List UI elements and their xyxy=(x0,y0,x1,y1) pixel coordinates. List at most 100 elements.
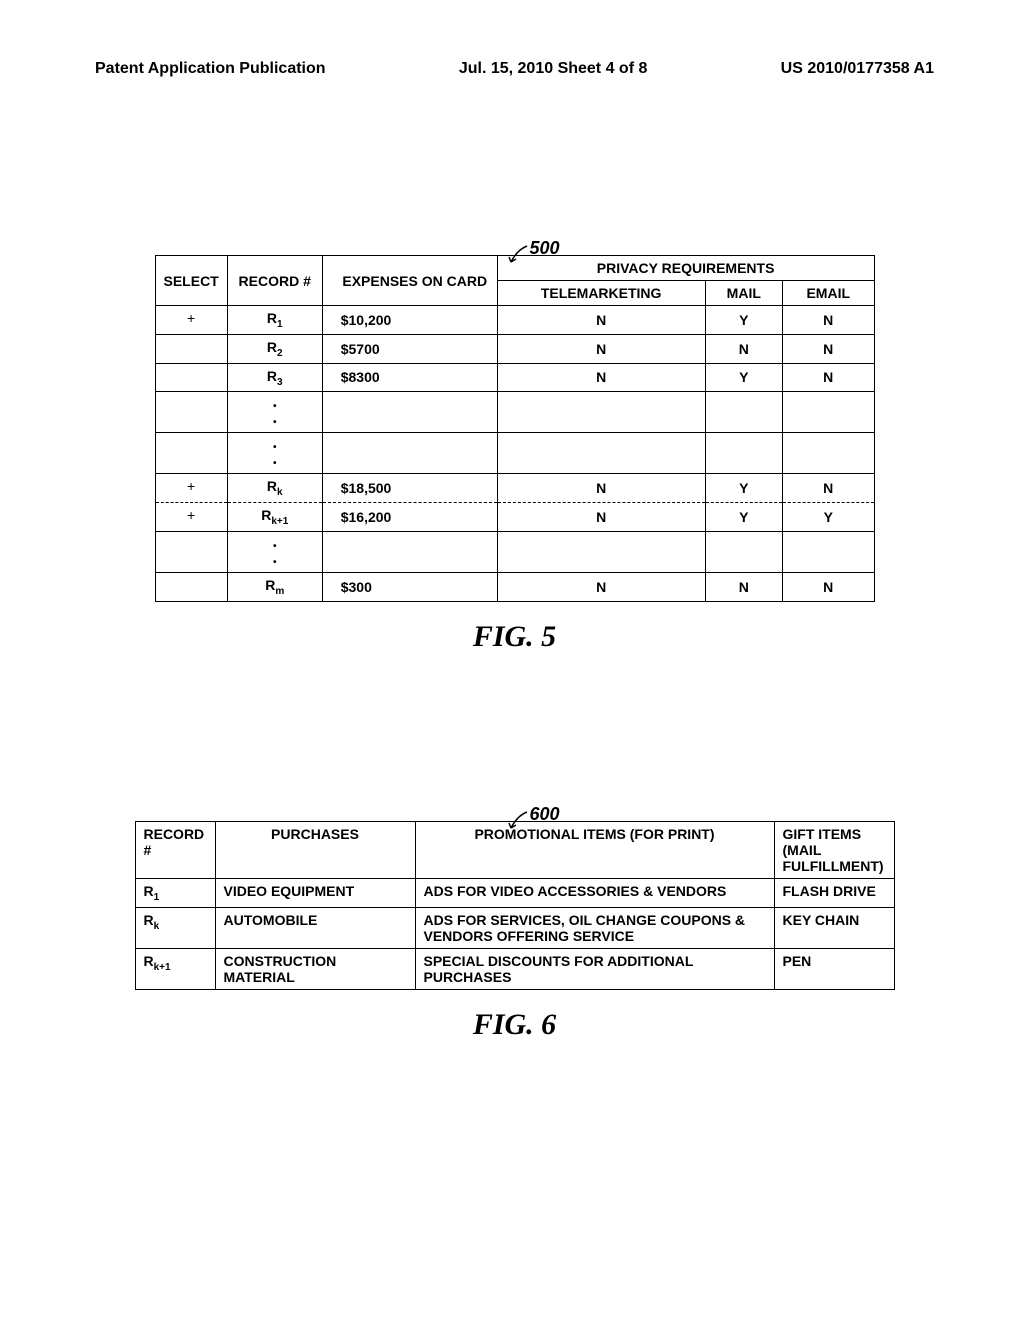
header-left: Patent Application Publication xyxy=(95,60,326,78)
cell-email xyxy=(782,433,874,474)
table-row: R1VIDEO EQUIPMENTADS FOR VIDEO ACCESSORI… xyxy=(135,878,894,907)
cell-expenses xyxy=(322,392,497,433)
cell-select xyxy=(155,531,227,572)
cell-mail: Y xyxy=(705,474,782,503)
cell-record: R3 xyxy=(227,363,322,392)
cell-telemarketing: N xyxy=(497,334,705,363)
cell-mail: Y xyxy=(705,306,782,335)
cell-mail xyxy=(705,531,782,572)
cell-select: + xyxy=(155,306,227,335)
fig5-ref-text: 500 xyxy=(529,238,559,258)
col-gift: GIFT ITEMS (MAIL FULFILLMENT) xyxy=(774,821,894,878)
cell-purchases: AUTOMOBILE xyxy=(215,907,415,948)
cell-expenses: $18,500 xyxy=(322,474,497,503)
cell-mail: Y xyxy=(705,363,782,392)
cell-telemarketing xyxy=(497,392,705,433)
cell-record: Rm xyxy=(227,572,322,601)
cell-record: Rk+1 xyxy=(135,948,215,989)
cell-select xyxy=(155,334,227,363)
col-expenses: EXPENSES ON CARD xyxy=(322,256,497,306)
cell-expenses: $300 xyxy=(322,572,497,601)
cell-record: R1 xyxy=(135,878,215,907)
cell-telemarketing xyxy=(497,531,705,572)
col-telemarketing: TELEMARKETING xyxy=(497,281,705,306)
col-record: RECORD # xyxy=(227,256,322,306)
cell-select xyxy=(155,392,227,433)
cell-gift: FLASH DRIVE xyxy=(774,878,894,907)
cell-expenses: $5700 xyxy=(322,334,497,363)
cell-email: Y xyxy=(782,503,874,532)
col-email: EMAIL xyxy=(782,281,874,306)
cell-email xyxy=(782,531,874,572)
col-privacy: PRIVACY REQUIREMENTS xyxy=(497,256,874,281)
table-500: SELECT RECORD # EXPENSES ON CARD PRIVACY… xyxy=(155,255,875,602)
fig5-caption: FIG. 5 xyxy=(95,620,934,654)
col-mail: MAIL xyxy=(705,281,782,306)
col-select: SELECT xyxy=(155,256,227,306)
table-row: •• xyxy=(155,531,874,572)
cell-record: •• xyxy=(227,531,322,572)
cell-gift: PEN xyxy=(774,948,894,989)
cell-telemarketing: N xyxy=(497,474,705,503)
cell-purchases: VIDEO EQUIPMENT xyxy=(215,878,415,907)
cell-expenses: $16,200 xyxy=(322,503,497,532)
cell-record: Rk xyxy=(135,907,215,948)
cell-record: •• xyxy=(227,433,322,474)
cell-expenses xyxy=(322,531,497,572)
cell-email xyxy=(782,392,874,433)
table-row: +Rk$18,500NYN xyxy=(155,474,874,503)
spacer xyxy=(95,654,934,804)
table-row: RkAUTOMOBILEADS FOR SERVICES, OIL CHANGE… xyxy=(135,907,894,948)
fig6-ref-text: 600 xyxy=(529,804,559,824)
fig5-ref-number: 500 xyxy=(529,238,559,259)
fig6-caption: FIG. 6 xyxy=(95,1008,934,1042)
cell-purchases: CONSTRUCTION MATERIAL xyxy=(215,948,415,989)
cell-telemarketing xyxy=(497,433,705,474)
cell-telemarketing: N xyxy=(497,306,705,335)
table-row: R2$5700NNN xyxy=(155,334,874,363)
patent-page: Patent Application Publication Jul. 15, … xyxy=(0,0,1024,1320)
table-row: Rm$300NNN xyxy=(155,572,874,601)
cell-record: •• xyxy=(227,392,322,433)
cell-expenses: $8300 xyxy=(322,363,497,392)
cell-expenses xyxy=(322,433,497,474)
cell-mail: Y xyxy=(705,503,782,532)
cell-expenses: $10,200 xyxy=(322,306,497,335)
cell-select xyxy=(155,433,227,474)
cell-mail: N xyxy=(705,334,782,363)
cell-email: N xyxy=(782,363,874,392)
col-record-600: RECORD # xyxy=(135,821,215,878)
col-promo: PROMOTIONAL ITEMS (FOR PRINT) xyxy=(415,821,774,878)
cell-mail: N xyxy=(705,572,782,601)
cell-telemarketing: N xyxy=(497,363,705,392)
leader-arrow-icon xyxy=(507,244,529,266)
cell-record: Rk+1 xyxy=(227,503,322,532)
cell-select xyxy=(155,572,227,601)
col-purchases: PURCHASES xyxy=(215,821,415,878)
cell-record: R2 xyxy=(227,334,322,363)
cell-telemarketing: N xyxy=(497,503,705,532)
cell-select: + xyxy=(155,503,227,532)
leader-arrow-icon xyxy=(507,810,529,832)
table-row: +R1$10,200NYN xyxy=(155,306,874,335)
cell-email: N xyxy=(782,572,874,601)
cell-gift: KEY CHAIN xyxy=(774,907,894,948)
cell-select xyxy=(155,363,227,392)
table-row: •• xyxy=(155,433,874,474)
header-center: Jul. 15, 2010 Sheet 4 of 8 xyxy=(459,60,648,78)
cell-promo: ADS FOR SERVICES, OIL CHANGE COUPONS & V… xyxy=(415,907,774,948)
cell-email: N xyxy=(782,474,874,503)
cell-record: R1 xyxy=(227,306,322,335)
cell-mail xyxy=(705,433,782,474)
cell-email: N xyxy=(782,334,874,363)
table-row: +Rk+1$16,200NYY xyxy=(155,503,874,532)
cell-promo: ADS FOR VIDEO ACCESSORIES & VENDORS xyxy=(415,878,774,907)
table-row: Rk+1CONSTRUCTION MATERIALSPECIAL DISCOUN… xyxy=(135,948,894,989)
cell-record: Rk xyxy=(227,474,322,503)
cell-select: + xyxy=(155,474,227,503)
cell-mail xyxy=(705,392,782,433)
table-600: RECORD # PURCHASES PROMOTIONAL ITEMS (FO… xyxy=(135,821,895,990)
table-row: •• xyxy=(155,392,874,433)
cell-email: N xyxy=(782,306,874,335)
fig6-ref-number: 600 xyxy=(529,804,559,825)
